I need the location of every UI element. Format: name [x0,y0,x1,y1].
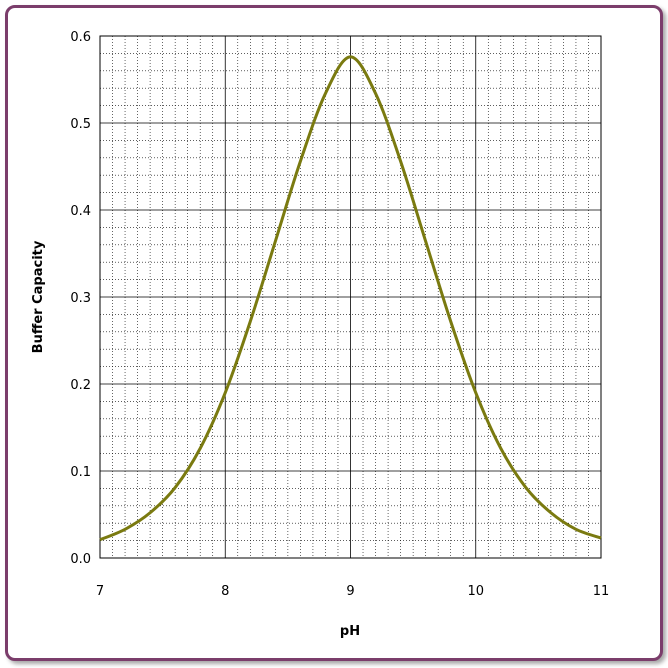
series-layer [99,55,602,542]
buffer-capacity-curve [99,55,602,542]
x-tick-label: 7 [96,584,104,599]
y-tick-label: 0.2 [70,378,91,393]
y-tick-label: 0.1 [70,465,91,480]
x-tick-label: 11 [593,584,610,599]
x-tick-label: 10 [467,584,484,599]
y-axis-label: Buffer Capacity [31,240,46,353]
y-tick-label: 0.3 [70,291,91,306]
y-tick-labels: 0.0 0.1 0.2 0.3 0.4 0.5 0.6 [70,30,91,567]
chart-frame [5,5,663,661]
x-tick-label: 8 [221,584,229,599]
y-tick-label: 0.6 [70,30,91,45]
y-tick-label: 0.5 [70,117,91,132]
y-tick-label: 0.0 [70,552,91,567]
y-tick-label: 0.4 [70,204,91,219]
x-axis-label: pH [340,624,360,639]
x-tick-labels: 7 8 9 10 11 [96,584,609,599]
plot-area-border [99,35,602,559]
x-tick-label: 9 [346,584,354,599]
